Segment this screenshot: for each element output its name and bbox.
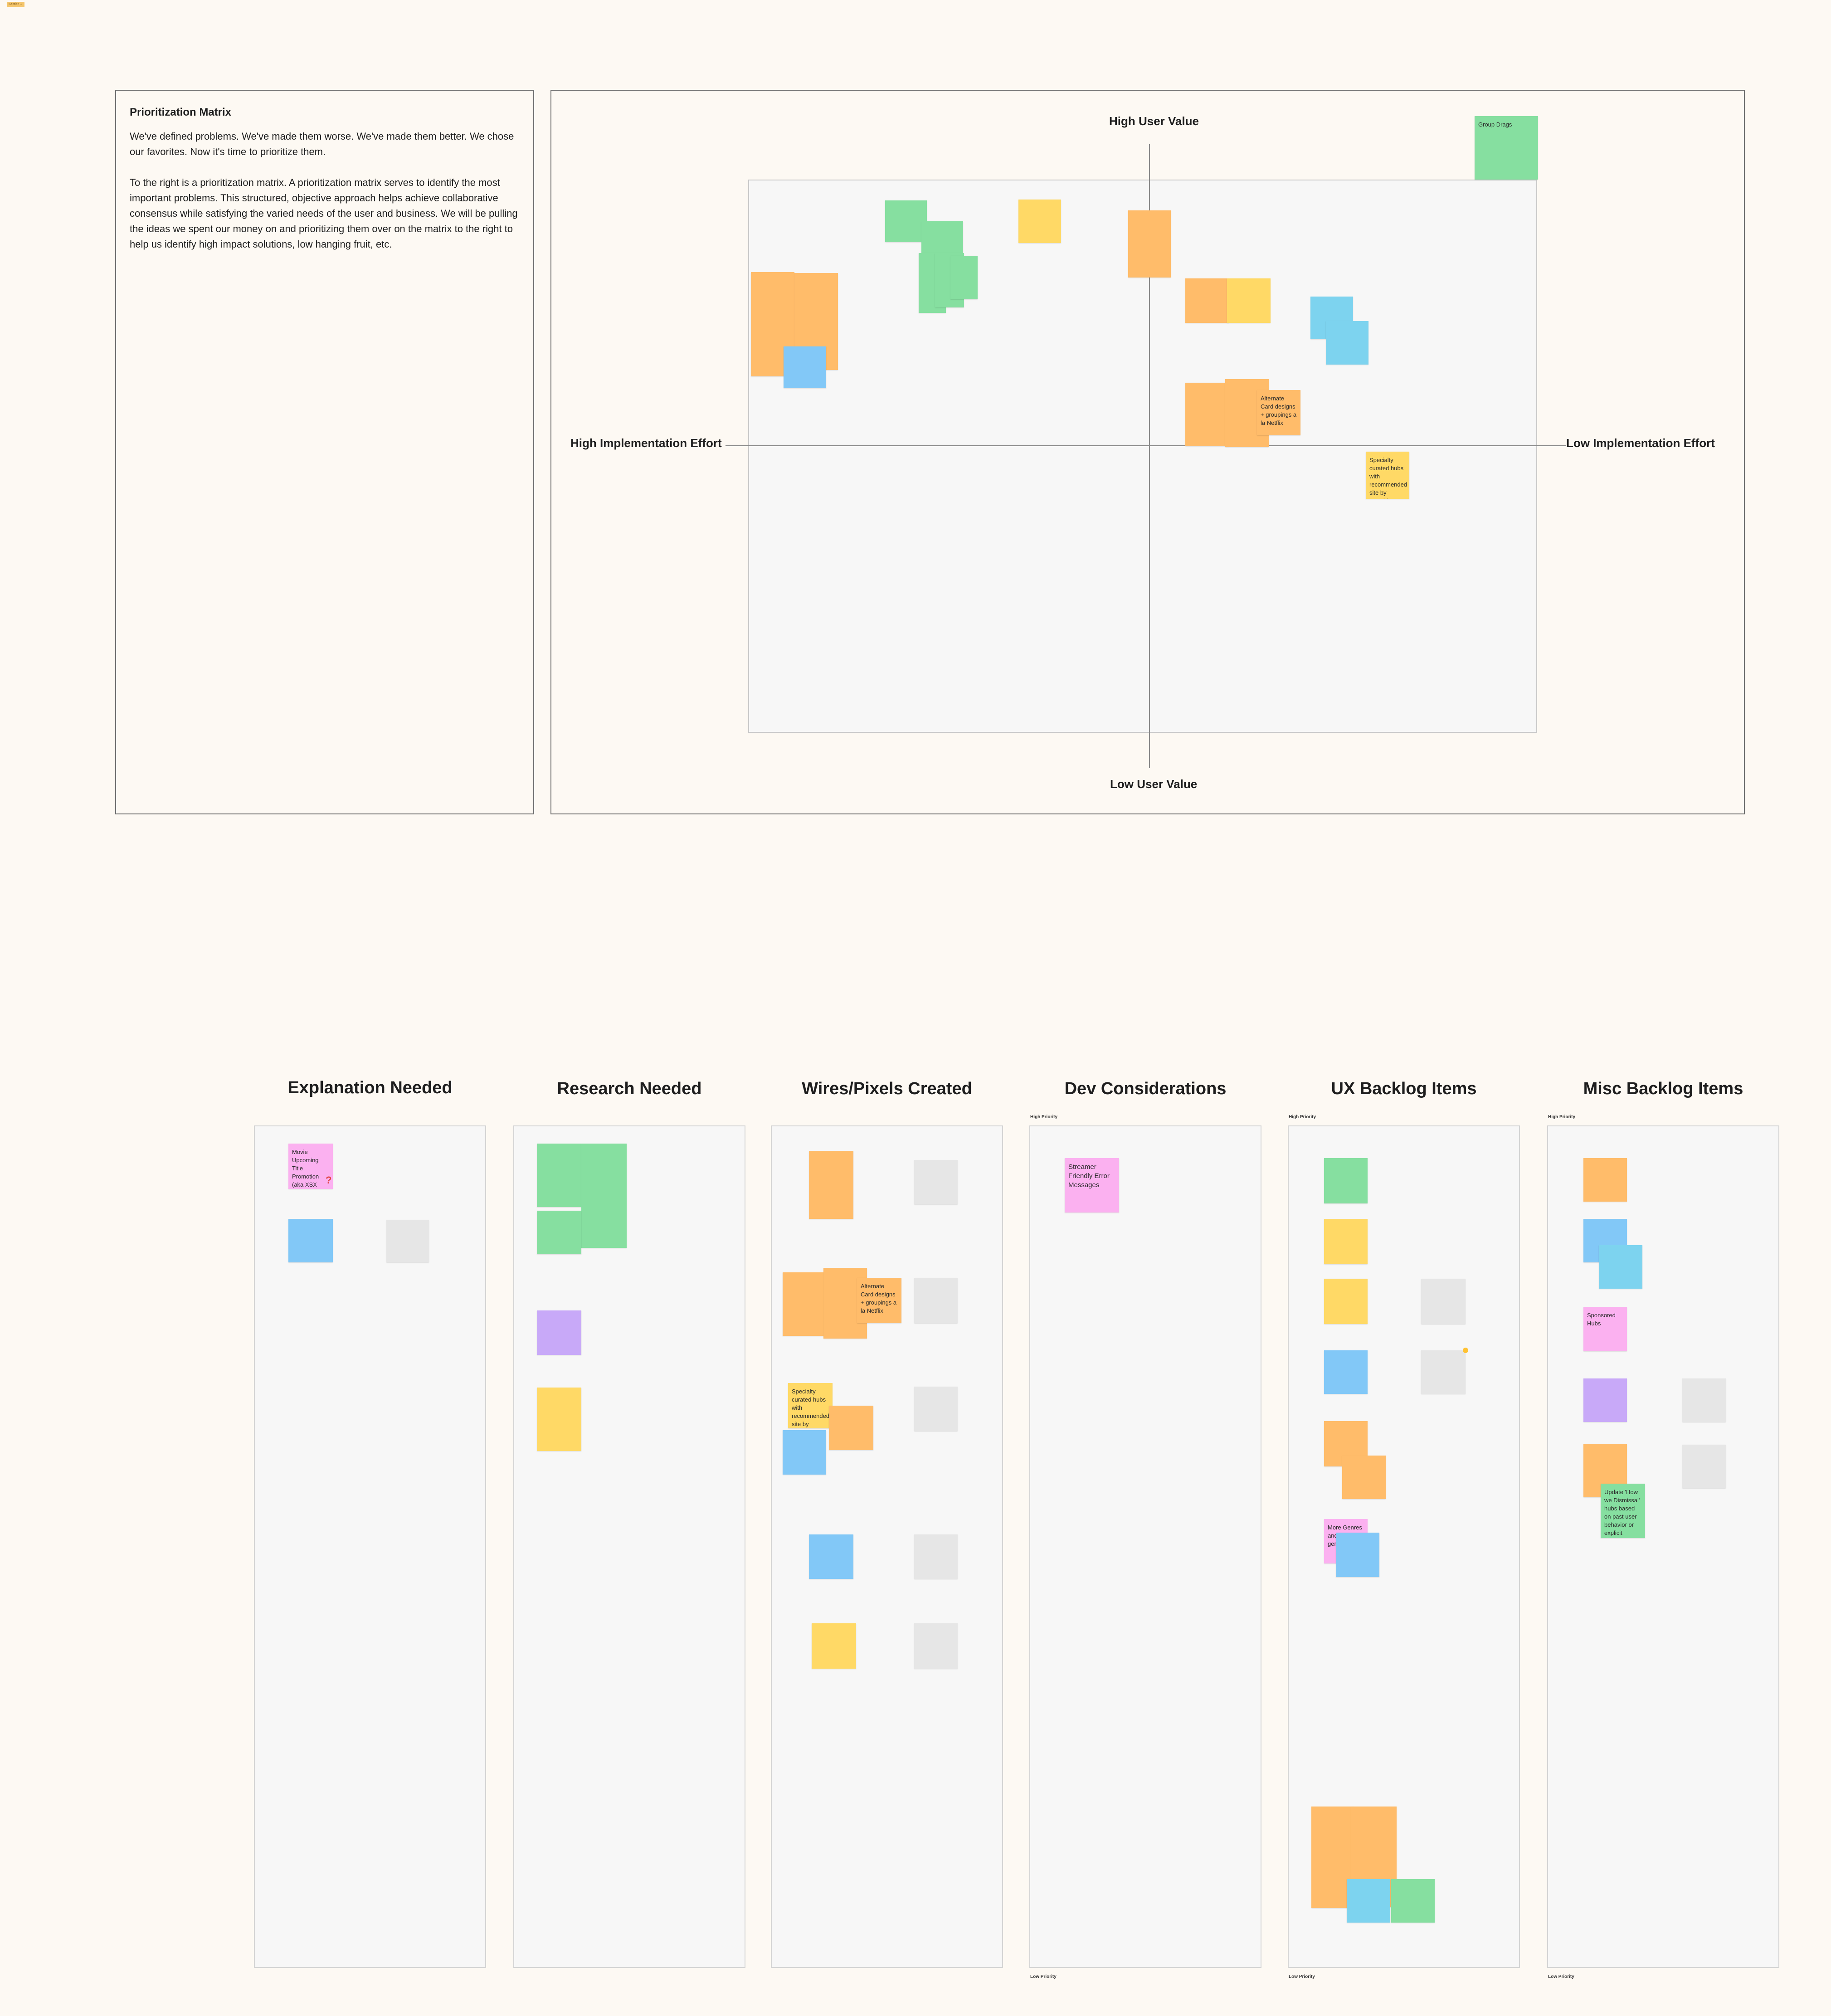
- sticky-note[interactable]: Group Drags: [1475, 116, 1538, 180]
- sticky-note[interactable]: [581, 1144, 627, 1248]
- sticky-note[interactable]: [1326, 321, 1368, 365]
- sticky-note[interactable]: [1421, 1279, 1466, 1324]
- section-tag[interactable]: Section 1: [7, 2, 24, 7]
- sticky-note[interactable]: [809, 1151, 853, 1219]
- sticky-note[interactable]: [1347, 1879, 1390, 1923]
- column-box-misc: Sponsored Hubs Update 'How we Dismissal'…: [1547, 1125, 1779, 1968]
- intro-paragraph-1: We've defined problems. We've made them …: [130, 131, 514, 157]
- column-title-misc: Misc Backlog Items: [1583, 1079, 1743, 1098]
- sticky-note[interactable]: [809, 1534, 853, 1579]
- sticky-note[interactable]: Specialty curated hubs with recommended …: [788, 1383, 833, 1428]
- sticky-note[interactable]: [1342, 1456, 1386, 1499]
- priority-high-label: High Priority: [1289, 1115, 1316, 1120]
- sticky-note[interactable]: [950, 256, 978, 299]
- sticky-note-text: Specialty curated hubs with recommended …: [792, 1388, 830, 1427]
- sticky-note-text: Group Drags: [1478, 121, 1512, 128]
- sticky-note[interactable]: [783, 1272, 826, 1336]
- sticky-note[interactable]: [914, 1387, 958, 1431]
- column-box-research: [513, 1125, 745, 1968]
- sticky-note-text: Alternate Card designs + groupings a la …: [861, 1283, 897, 1314]
- sticky-note[interactable]: [1185, 383, 1229, 446]
- sticky-note-text: Alternate Card designs + groupings a la …: [1261, 395, 1297, 426]
- sticky-note[interactable]: [537, 1144, 581, 1207]
- matrix-vertical-axis: [1149, 144, 1150, 768]
- priority-high-label: High Priority: [1548, 1115, 1576, 1120]
- intro-frame: Prioritization Matrix We've defined prob…: [115, 90, 534, 814]
- matrix-horizontal-axis: [726, 445, 1566, 446]
- sticky-note[interactable]: [537, 1211, 581, 1254]
- column-box-ux: More Genres and micro genres: [1288, 1125, 1520, 1968]
- sticky-note[interactable]: Specialty curated hubs with recommended …: [1366, 452, 1409, 499]
- sticky-note[interactable]: [1599, 1245, 1642, 1289]
- sticky-note[interactable]: [1682, 1445, 1726, 1488]
- sticky-note[interactable]: [1324, 1158, 1368, 1203]
- sticky-note[interactable]: [885, 200, 927, 242]
- column-box-wires: Alternate Card designs + groupings a la …: [771, 1125, 1003, 1968]
- sticky-note[interactable]: [1583, 1158, 1627, 1202]
- priority-low-label: Low Priority: [1289, 1974, 1315, 1979]
- sticky-note[interactable]: [537, 1388, 581, 1451]
- priority-low-label: Low Priority: [1548, 1974, 1574, 1979]
- column-title-research: Research Needed: [557, 1079, 702, 1098]
- column-title-dev: Dev Considerations: [1064, 1079, 1227, 1098]
- axis-label-low-value: Low User Value: [1110, 777, 1198, 791]
- priority-low-label: Low Priority: [1030, 1974, 1057, 1979]
- column-title-ux: UX Backlog Items: [1331, 1079, 1477, 1098]
- sticky-note-text: Streamer Friendly Error Messages: [1068, 1163, 1110, 1189]
- sticky-note[interactable]: [914, 1534, 958, 1579]
- sticky-note[interactable]: Movie Upcoming Title Promotion (aka XSX …: [288, 1144, 333, 1189]
- sticky-note[interactable]: [1227, 278, 1271, 323]
- intro-title: Prioritization Matrix: [130, 106, 232, 118]
- sticky-note[interactable]: [1128, 210, 1171, 278]
- sticky-note[interactable]: [1391, 1879, 1435, 1923]
- sticky-note[interactable]: [1324, 1350, 1368, 1394]
- sticky-note-text: Sponsored Hubs: [1587, 1312, 1616, 1327]
- matrix-frame: High User Value Low User Value High Impl…: [550, 90, 1745, 814]
- column-box-dev: Streamer Friendly Error Messages: [1029, 1125, 1261, 1968]
- sticky-note[interactable]: [914, 1278, 958, 1323]
- star-icon: [1463, 1348, 1468, 1353]
- column-box-explanation: Movie Upcoming Title Promotion (aka XSX …: [254, 1125, 486, 1968]
- sticky-note[interactable]: [1421, 1350, 1466, 1394]
- sticky-note[interactable]: [386, 1220, 429, 1262]
- sticky-note[interactable]: [1185, 278, 1229, 323]
- sticky-note[interactable]: [1682, 1378, 1726, 1422]
- intro-body: We've defined problems. We've made them …: [130, 129, 520, 268]
- sticky-note[interactable]: [1324, 1279, 1368, 1324]
- intro-paragraph-2: To the right is a prioritization matrix.…: [130, 177, 518, 250]
- sticky-note[interactable]: [537, 1310, 581, 1355]
- axis-label-low-effort: Low Implementation Effort: [1566, 436, 1715, 450]
- question-icon: ?: [326, 1174, 332, 1186]
- sticky-note-text: Update 'How we Dismissal' hubs based on …: [1604, 1489, 1640, 1538]
- column-title-wires: Wires/Pixels Created: [802, 1079, 972, 1098]
- sticky-note[interactable]: Streamer Friendly Error Messages: [1065, 1158, 1119, 1213]
- axis-label-high-effort: High Implementation Effort: [570, 436, 722, 450]
- sticky-note[interactable]: [1018, 200, 1061, 243]
- sticky-note[interactable]: [288, 1219, 333, 1262]
- sticky-note[interactable]: [1583, 1378, 1627, 1422]
- sticky-note[interactable]: [783, 1430, 826, 1475]
- sticky-note[interactable]: [914, 1623, 958, 1669]
- sticky-note[interactable]: Alternate Card designs + groupings a la …: [857, 1278, 901, 1323]
- sticky-note[interactable]: [812, 1623, 856, 1669]
- sticky-note[interactable]: [914, 1160, 958, 1204]
- sticky-note[interactable]: [1324, 1219, 1368, 1264]
- sticky-note-text: Movie Upcoming Title Promotion (aka XSX …: [292, 1149, 319, 1188]
- priority-high-label: High Priority: [1030, 1115, 1058, 1120]
- sticky-note[interactable]: Alternate Card designs + groupings a la …: [1257, 390, 1300, 435]
- sticky-note[interactable]: [829, 1406, 873, 1450]
- sticky-note-text: Specialty curated hubs with recommended …: [1369, 457, 1407, 499]
- sticky-note[interactable]: [784, 346, 826, 388]
- sticky-note[interactable]: [1336, 1533, 1379, 1577]
- sticky-note[interactable]: Update 'How we Dismissal' hubs based on …: [1601, 1484, 1645, 1538]
- axis-label-high-value: High User Value: [1109, 114, 1199, 128]
- sticky-note[interactable]: Sponsored Hubs: [1583, 1307, 1627, 1351]
- column-title-explanation: Explanation Needed: [287, 1078, 453, 1097]
